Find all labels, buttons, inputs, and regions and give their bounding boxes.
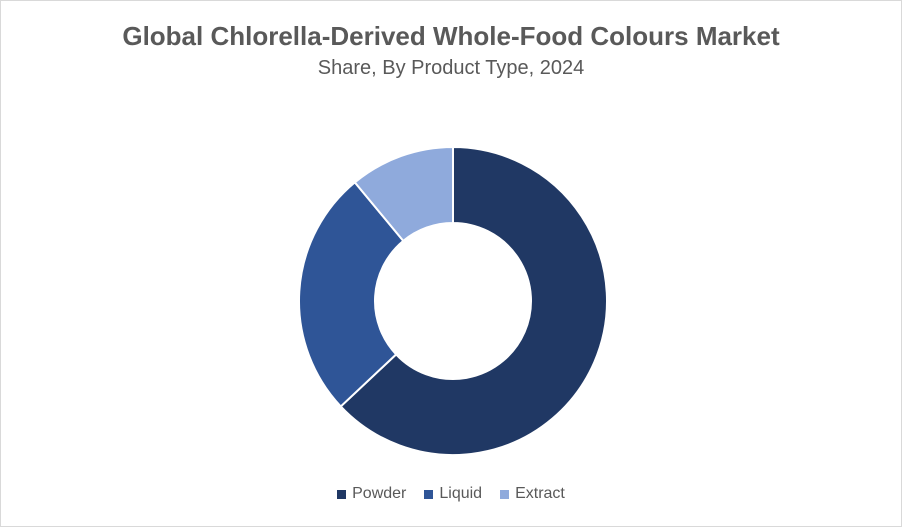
chart-legend: Powder Liquid Extract — [1, 485, 901, 503]
legend-label: Liquid — [439, 485, 483, 502]
legend-swatch — [337, 489, 347, 499]
slice-liquid — [298, 180, 405, 408]
legend-item-extract: Extract — [500, 485, 565, 503]
legend-item-powder: Powder — [337, 485, 406, 503]
chart-subtitle: Share, By Product Type, 2024 — [317, 57, 585, 79]
legend-item-liquid: Liquid — [424, 485, 482, 503]
chart-title: Global Chlorella-Derived Whole-Food Colo… — [122, 21, 780, 51]
legend-label: Powder — [352, 485, 407, 502]
legend-swatch — [500, 489, 510, 499]
slice-extract — [353, 145, 454, 243]
slice-powder — [339, 145, 608, 456]
donut-chart — [298, 145, 608, 456]
legend-swatch — [424, 489, 434, 499]
legend-label: Extract — [515, 485, 565, 502]
